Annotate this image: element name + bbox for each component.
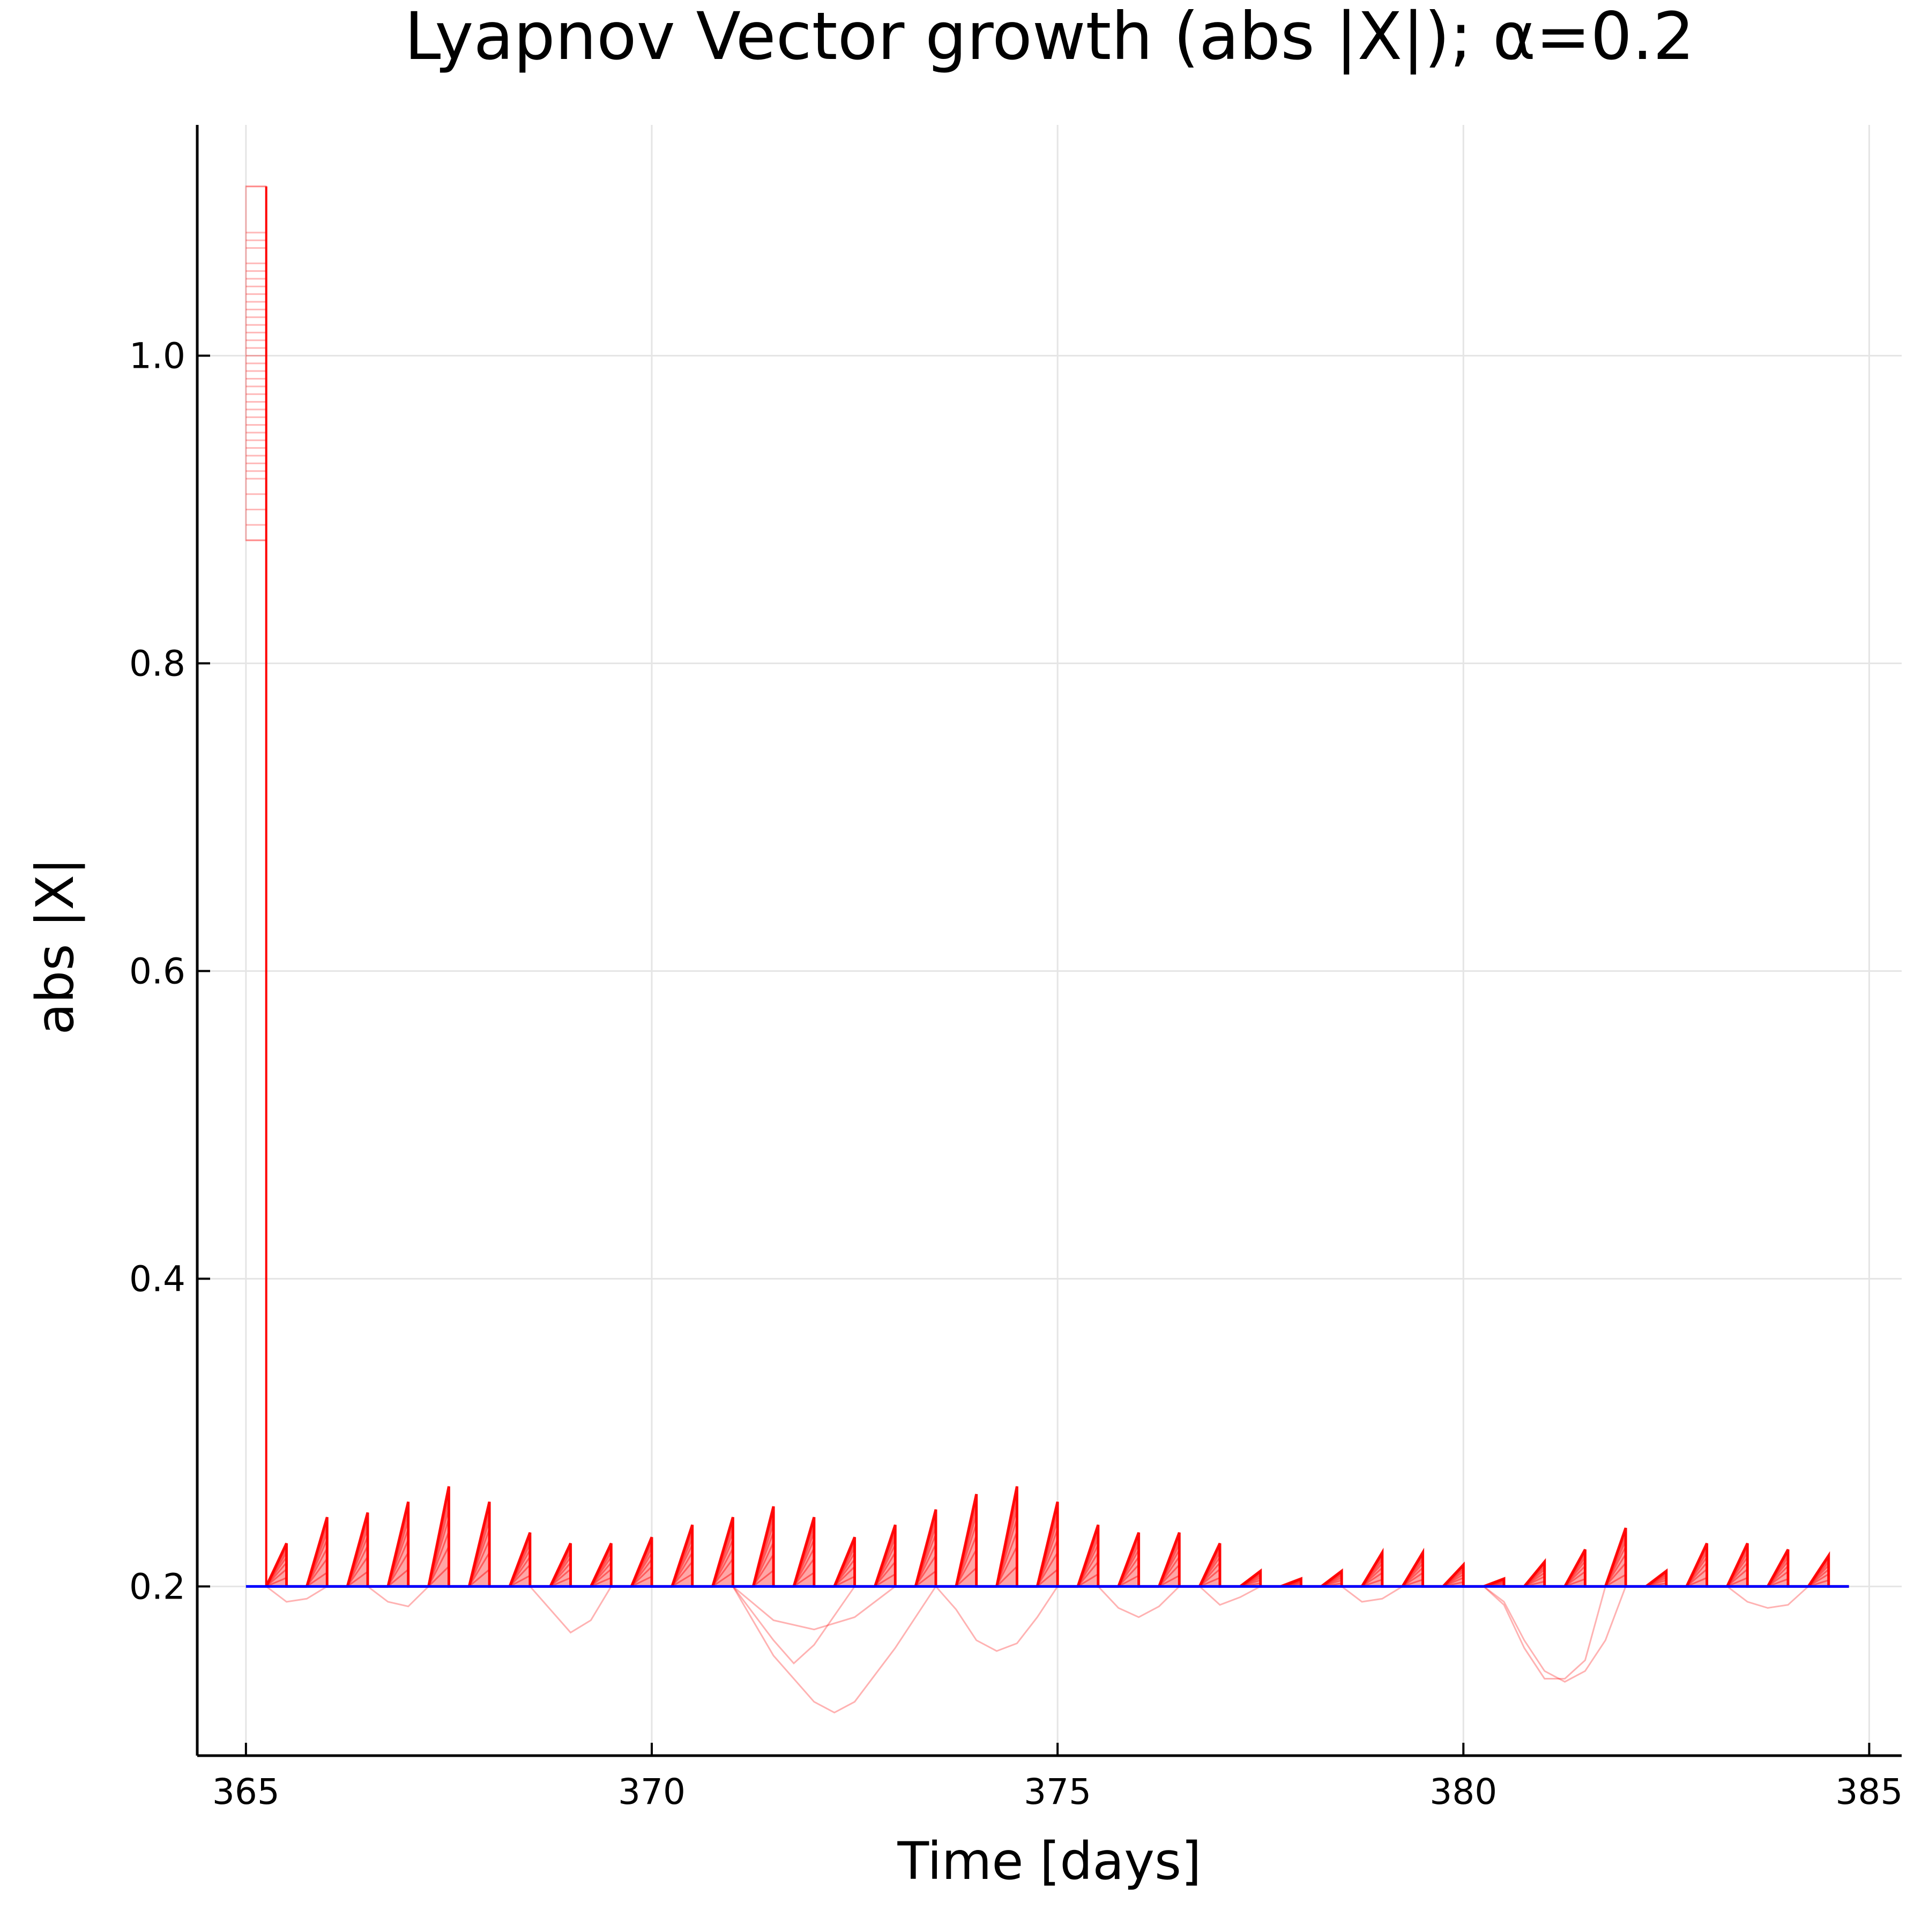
y-tick-label: 0.2: [129, 1566, 185, 1607]
ensemble-sawtooth-fill: [510, 1532, 530, 1587]
ensemble-dip-member: [367, 1586, 429, 1608]
y-axis-label: abs |X|: [25, 858, 86, 1035]
ensemble-sawtooth-fill: [347, 1512, 368, 1587]
ensemble-sawtooth-fill: [1078, 1525, 1098, 1587]
ensemble-sawtooth-fill: [915, 1509, 936, 1587]
ensemble-dip-member: [1483, 1586, 1606, 1680]
ensemble-sawtooth-fill: [712, 1517, 733, 1587]
ensemble-sawtooth-fill: [1605, 1528, 1626, 1587]
ensemble-sawtooth-fill: [996, 1486, 1017, 1587]
ensemble-sawtooth-fill: [1240, 1571, 1261, 1587]
ensemble-dip-member: [732, 1586, 855, 1665]
ensemble-dip-member: [935, 1586, 1059, 1652]
x-tick-label: 375: [1024, 1771, 1091, 1812]
x-tick-label: 380: [1429, 1771, 1497, 1812]
ensemble-sawtooth-fill: [1402, 1552, 1423, 1587]
ensemble-sawtooth-fill: [1159, 1532, 1180, 1587]
ensemble-sawtooth-fill: [550, 1543, 571, 1587]
ensemble-sawtooth-fill: [875, 1525, 896, 1587]
x-tick-label: 370: [618, 1771, 686, 1812]
ensemble-dip-member: [1341, 1586, 1403, 1603]
ensemble-dip-member: [732, 1586, 937, 1714]
y-tick-label: 0.8: [129, 643, 185, 684]
plot-area: [245, 185, 1849, 1714]
x-tick-label: 365: [212, 1771, 280, 1812]
ensemble-sawtooth-fill: [266, 1543, 287, 1587]
ensemble-sawtooth-fill: [1484, 1578, 1504, 1587]
y-tick-label: 0.6: [129, 950, 185, 992]
ensemble-sawtooth-fill: [1118, 1532, 1139, 1587]
ensemble-dip-member: [529, 1586, 612, 1634]
ensemble-sawtooth-fill: [591, 1543, 612, 1587]
ensemble-sawtooth-fill: [1768, 1549, 1788, 1587]
x-tick-label: 385: [1835, 1771, 1903, 1812]
ensemble-sawtooth-fill: [1727, 1543, 1748, 1587]
y-tick-label: 0.4: [129, 1258, 185, 1299]
ensemble-dip-member: [265, 1586, 328, 1603]
ensemble-sawtooth-fill: [631, 1537, 652, 1587]
ensemble-dip-member: [1726, 1586, 1809, 1609]
ensemble-sawtooth-fill: [1686, 1543, 1707, 1587]
ensemble-sawtooth-fill: [428, 1486, 449, 1587]
x-axis-label: Time [days]: [897, 1831, 1202, 1891]
ensemble-sawtooth-fill: [1524, 1562, 1545, 1587]
ensemble-sawtooth-fill: [469, 1502, 490, 1587]
ensemble-dip-member: [1097, 1586, 1180, 1618]
ensemble-sawtooth-fill: [1808, 1555, 1829, 1587]
ensemble-sawtooth-fill: [1321, 1571, 1342, 1587]
ensemble-sawtooth-fill: [388, 1502, 408, 1587]
chart-title: Lyapnov Vector growth (abs |X|); α=0.2: [405, 0, 1695, 75]
ensemble-dip-member: [1483, 1586, 1627, 1683]
ensemble-dip-member: [1199, 1585, 1261, 1606]
ensemble-sawtooth-fill: [1037, 1502, 1058, 1587]
ensemble-sawtooth-fill: [1362, 1552, 1382, 1587]
ensemble-sawtooth-fill: [1280, 1578, 1301, 1587]
ensemble-sawtooth-fill: [1565, 1549, 1585, 1587]
axes: 365 370 375 380 385 0.2 0.4 0.6 0.8 1.0: [129, 125, 1903, 1812]
ensemble-sawtooth-fill: [1443, 1565, 1464, 1587]
ensemble-sawtooth-fill: [956, 1494, 977, 1587]
ensemble-sawtooth-fill: [1646, 1571, 1666, 1587]
ensemble-sawtooth-fill: [794, 1517, 814, 1587]
ensemble-sawtooth-fill: [753, 1506, 774, 1587]
ensemble-sawtooth-fill: [307, 1517, 327, 1587]
ensemble-sawtooth-fill: [834, 1537, 855, 1587]
ensemble-sawtooth-fill: [672, 1525, 692, 1587]
ensemble-dip-member: [732, 1586, 896, 1631]
y-tick-label: 1.0: [129, 335, 185, 376]
ensemble-sawtooth-fill: [1200, 1543, 1220, 1587]
